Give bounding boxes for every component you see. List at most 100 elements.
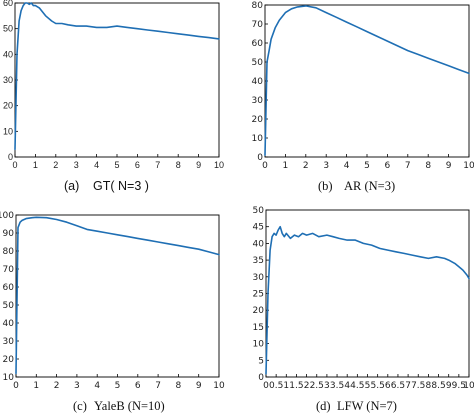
panel-d-xtick-label: 4.5 [350,381,364,391]
panel-d-ytick-label: 50 [253,206,265,216]
panel-a-xtick-label: 8 [176,160,181,170]
panel-a-xtick-label: 5 [114,160,119,170]
panel-d-xtick-label: 6 [385,381,391,391]
panel-d-xtick-label: 3.5 [330,381,344,391]
panel-c-ytick-label: 100 [0,211,14,221]
panel-d-xtick-label: 0 [263,381,269,391]
panel-b-xtick-label: 8 [425,161,431,171]
panel-d-xtick-label: 7 [405,381,411,391]
panel-c-xtick-label: 2 [54,381,60,391]
panel-a-ytick-label: 30 [3,75,13,85]
panel-c-ytick-label: 60 [3,283,15,293]
panel-d-xtick-label: 1 [283,381,289,391]
panel-d-xtick-label: 10 [463,381,474,391]
panel-b-tick-labels: 0 1 2 3 4 5 6 7 8 9 10 0 10 20 30 40 50 60 70 80 [252,1,474,171]
panel-c-series-line [15,216,220,375]
panel-a: 0 1 2 3 4 5 6 7 8 9 10 0 10 20 30 40 50 60 (a) GT( N=3 ) [3,0,224,193]
panel-a-caption-text: GT( N=3 ) [93,179,149,193]
panel-c-xtick-label: 1 [33,381,39,391]
panel-b-xtick-label: 6 [385,161,391,171]
panel-b-series-line [264,5,470,156]
panel-d-ytick-label: 40 [253,239,265,249]
panel-c-caption-label: (c) [73,399,87,413]
panel-b-frame [264,4,470,158]
panel-b-ytick-label: 60 [252,39,264,49]
panel-c-xtick-label: 3 [74,381,80,391]
panel-d-tick-labels: 0 0.5 1 1.5 2 2.5 3 3.5 4 4.5 5 5.5 6 6.5 7 7.5 8 8.5 9 9.5… [253,206,474,391]
panel-a-xtick-label: 3 [74,160,79,170]
panel-d-series-line [265,225,470,375]
panel-c-xtick-label: 10 [213,381,225,391]
panel-c-xtick-label: 5 [115,381,121,391]
panel-b-ytick-label: 40 [252,77,264,87]
panel-c-ytick-label: 40 [3,319,15,329]
panel-b-ytick-label: 20 [252,115,264,125]
panel-b-ytick-label: 80 [252,1,264,11]
panel-d-ytick-label: 45 [253,223,264,233]
panel-b-ytick-label: 0 [257,153,263,163]
panel-a-ytick-label: 50 [3,24,13,34]
panel-b-xtick-label: 4 [344,161,350,171]
panel-c-ytick-label: 70 [3,265,15,275]
panel-d-xtick-label: 7.5 [411,381,425,391]
panel-c-xtick-label: 4 [94,381,100,391]
panel-c-xtick-label: 0 [13,381,19,391]
panel-b-ytick-label: 10 [252,134,264,144]
panel-d-ytick-label: 20 [253,306,265,316]
panel-d-ytick-label: 10 [253,340,265,350]
panel-d-xtick-label: 2.5 [310,381,324,391]
panel-c-ticks [15,214,220,378]
panel-a-ytick-label: 40 [3,49,13,59]
panel-d-caption-label: (d) [316,399,331,413]
panel-a-ytick-label: 20 [3,101,13,111]
panel-d-xtick-label: 6.5 [391,381,405,391]
panel-d-xtick-label: 1.5 [289,381,303,391]
panel-c-ytick-label: 80 [3,247,15,257]
panel-a-xtick-label: 2 [53,160,58,170]
panel-c-xtick-label: 7 [155,381,161,391]
panel-c-ytick-label: 20 [3,355,15,365]
panel-b-xtick-label: 3 [323,161,329,171]
panel-d-xtick-label: 9 [446,381,452,391]
panel-d-xtick-label: 2 [304,381,310,391]
panel-c-ytick-label: 30 [3,337,15,347]
panel-d-ytick-label: 25 [253,290,264,300]
panel-d-xtick-label: 4 [344,381,350,391]
panel-c-caption-text: YaleB (N=10) [94,399,165,413]
panel-c-xtick-label: 8 [176,381,182,391]
panel-d-ytick-label: 5 [258,356,264,366]
panel-d-xtick-label: 3 [324,381,330,391]
panel-d-xtick-label: 8.5 [431,381,445,391]
panel-a-ytick-label: 0 [8,152,13,162]
panel-c-ytick-label: 50 [3,301,15,311]
panel-b-xtick-label: 7 [405,161,411,171]
panel-a-xtick-label: 10 [214,160,224,170]
panel-d-xtick-label: 5 [365,381,371,391]
panel-b-caption-text: AR (N=3) [344,179,395,193]
panel-c-xtick-label: 9 [196,381,202,391]
panel-a-xtick-label: 6 [135,160,140,170]
panel-c-ytick-label: 90 [3,229,15,239]
panel-d-ytick-label: 15 [253,323,264,333]
panel-b-ytick-label: 50 [252,58,264,68]
panel-a-ytick-label: 10 [3,126,13,136]
panel-b-xtick-label: 1 [283,161,289,171]
panel-c-ytick-label: 10 [3,373,15,383]
panel-a-xtick-label: 7 [155,160,160,170]
panel-d-caption-text: LFW (N=7) [337,399,397,413]
panel-a-tick-labels: 0 1 2 3 4 5 6 7 8 9 10 0 10 20 30 40 50 60 [3,0,224,170]
panel-b-ticks [264,4,470,158]
panel-b-xtick-label: 5 [364,161,370,171]
panel-d-xtick-label: 9.5 [452,381,466,391]
panel-d-xtick-label: 5.5 [370,381,384,391]
panel-c: 0 1 2 3 4 5 6 7 8 9 10 10 20 30 40 50 60 70 80 90 100 (c) Ya… [0,211,225,413]
panel-a-xtick-label: 1 [33,160,38,170]
panel-d-ytick-label: 35 [253,256,264,266]
panel-a-series-line [14,2,220,151]
panel-b-xtick-label: 9 [446,161,452,171]
panel-d-ytick-label: 30 [253,273,265,283]
panel-b-caption-label: (b) [318,179,333,193]
panel-a-xtick-label: 9 [196,160,201,170]
panel-b-xtick-label: 10 [463,161,474,171]
panel-d-ytick-label: 0 [258,373,264,383]
